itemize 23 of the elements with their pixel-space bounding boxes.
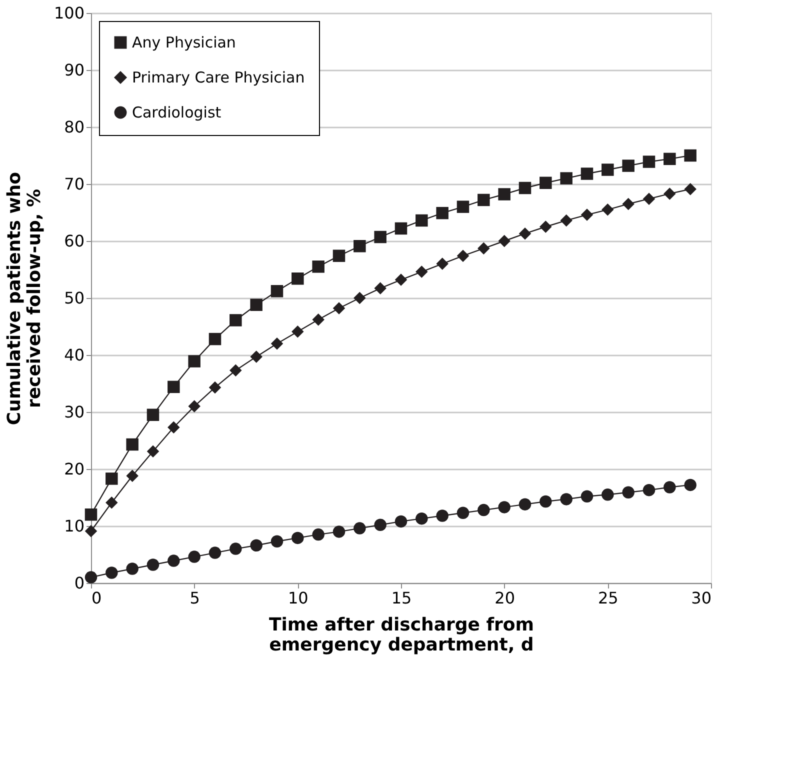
y-tick-label: 50: [64, 288, 84, 308]
y-tick-label: 20: [64, 460, 84, 478]
x-tick-label: 15: [391, 588, 412, 608]
y-axis-title: Cumulative patients who received follow-up, %: [4, 172, 45, 426]
x-tick-label: 10: [288, 588, 308, 608]
y-tick-label: 30: [64, 402, 84, 422]
legend-label: Cardiologist: [132, 104, 222, 122]
x-tick-label: 25: [598, 588, 618, 608]
x-tick-label: 30: [691, 588, 712, 608]
x-tick-label: 5: [190, 588, 200, 608]
y-tick-label: 10: [64, 516, 84, 536]
y-tick-label: 60: [64, 232, 84, 250]
y-tick-label: 80: [64, 118, 84, 136]
y-tick-label: 0: [74, 574, 84, 592]
y-tick-label: 90: [64, 60, 84, 80]
y-tick-label: 70: [64, 174, 84, 194]
legend-label: Primary Care Physician: [132, 68, 305, 86]
x-tick-label: 0: [92, 588, 102, 608]
x-axis-title: Time after discharge from emergency department, d: [268, 614, 534, 656]
y-tick-label: 100: [54, 4, 84, 22]
legend-label: Any Physician: [132, 34, 236, 52]
x-tick-label: 20: [494, 588, 516, 608]
y-tick-label: 40: [64, 346, 84, 364]
